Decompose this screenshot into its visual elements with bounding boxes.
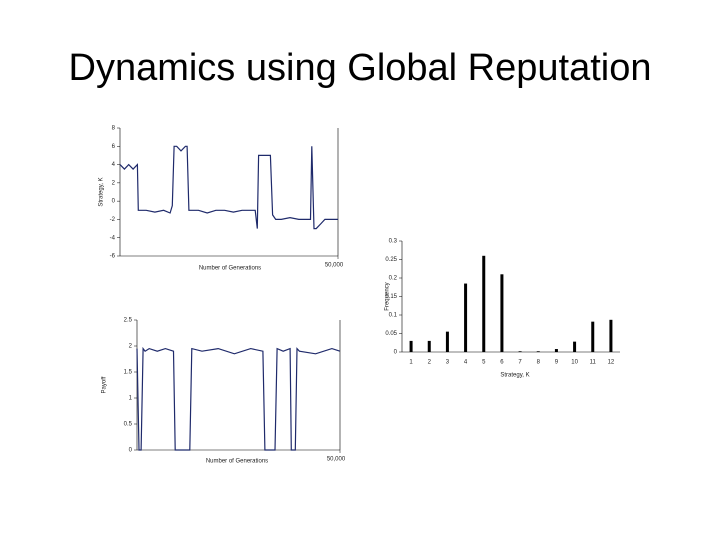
bar (609, 319, 613, 352)
y-tick-label: 0.1 (389, 313, 398, 319)
y-tick-label: 2.5 (124, 318, 133, 324)
x-axis-label: Number of Generations (206, 459, 268, 465)
x-tick-label: 6 (500, 360, 504, 366)
y-tick-label: 0.05 (385, 331, 397, 337)
y-tick-label: 0.15 (385, 294, 397, 300)
bar (464, 283, 468, 352)
bar (573, 341, 577, 352)
y-tick-label: 0.25 (385, 257, 397, 263)
y-tick-label: 0.5 (124, 422, 133, 428)
y-tick-label: 0.3 (389, 239, 398, 245)
y-tick-label: 4 (112, 162, 116, 168)
bar (409, 340, 413, 352)
x-axis-label: Strategy, K (500, 373, 529, 379)
x-axis-label: Number of Generations (199, 266, 261, 272)
bar (427, 340, 431, 352)
data-line (136, 346, 341, 451)
bar (445, 331, 449, 352)
bar (518, 351, 522, 352)
y-axis-label: Frequency (385, 282, 391, 310)
x-tick-label: 3 (446, 360, 450, 366)
x-tick-label: 50,000 (327, 457, 346, 463)
y-tick-label: -2 (110, 217, 116, 223)
y-tick-label: 8 (112, 126, 116, 132)
x-tick-label: 9 (555, 360, 559, 366)
y-tick-label: 1.5 (124, 370, 133, 376)
x-tick-label: 12 (608, 360, 615, 366)
x-tick-label: 10 (571, 360, 578, 366)
x-tick-label: 7 (518, 360, 522, 366)
y-tick-label: 2 (129, 344, 133, 350)
y-axis-label: Payoff (102, 376, 108, 393)
y-tick-label: 0.2 (389, 276, 398, 282)
x-tick-label: 1 (409, 360, 413, 366)
data-line (119, 145, 338, 230)
bar (500, 274, 504, 352)
y-tick-label: 6 (112, 144, 116, 150)
bar (536, 351, 540, 352)
bar (482, 255, 486, 352)
x-tick-label: 2 (428, 360, 432, 366)
y-axis-label: Strategy, K (99, 177, 105, 206)
y-tick-label: 2 (112, 180, 116, 186)
x-tick-label: 50,000 (325, 263, 344, 269)
y-tick-label: 1 (129, 396, 133, 402)
y-tick-label: 0 (112, 199, 116, 205)
y-tick-label: 0 (129, 448, 133, 454)
bar (554, 349, 558, 352)
bar (591, 321, 595, 352)
y-tick-label: -4 (110, 235, 116, 241)
x-tick-label: 4 (464, 360, 468, 366)
slide-title: Dynamics using Global Reputation (69, 47, 652, 89)
y-tick-label: -6 (110, 254, 116, 260)
x-tick-label: 8 (537, 360, 541, 366)
x-tick-label: 11 (590, 360, 597, 366)
y-tick-label: 0 (394, 350, 398, 356)
x-tick-label: 5 (482, 360, 486, 366)
